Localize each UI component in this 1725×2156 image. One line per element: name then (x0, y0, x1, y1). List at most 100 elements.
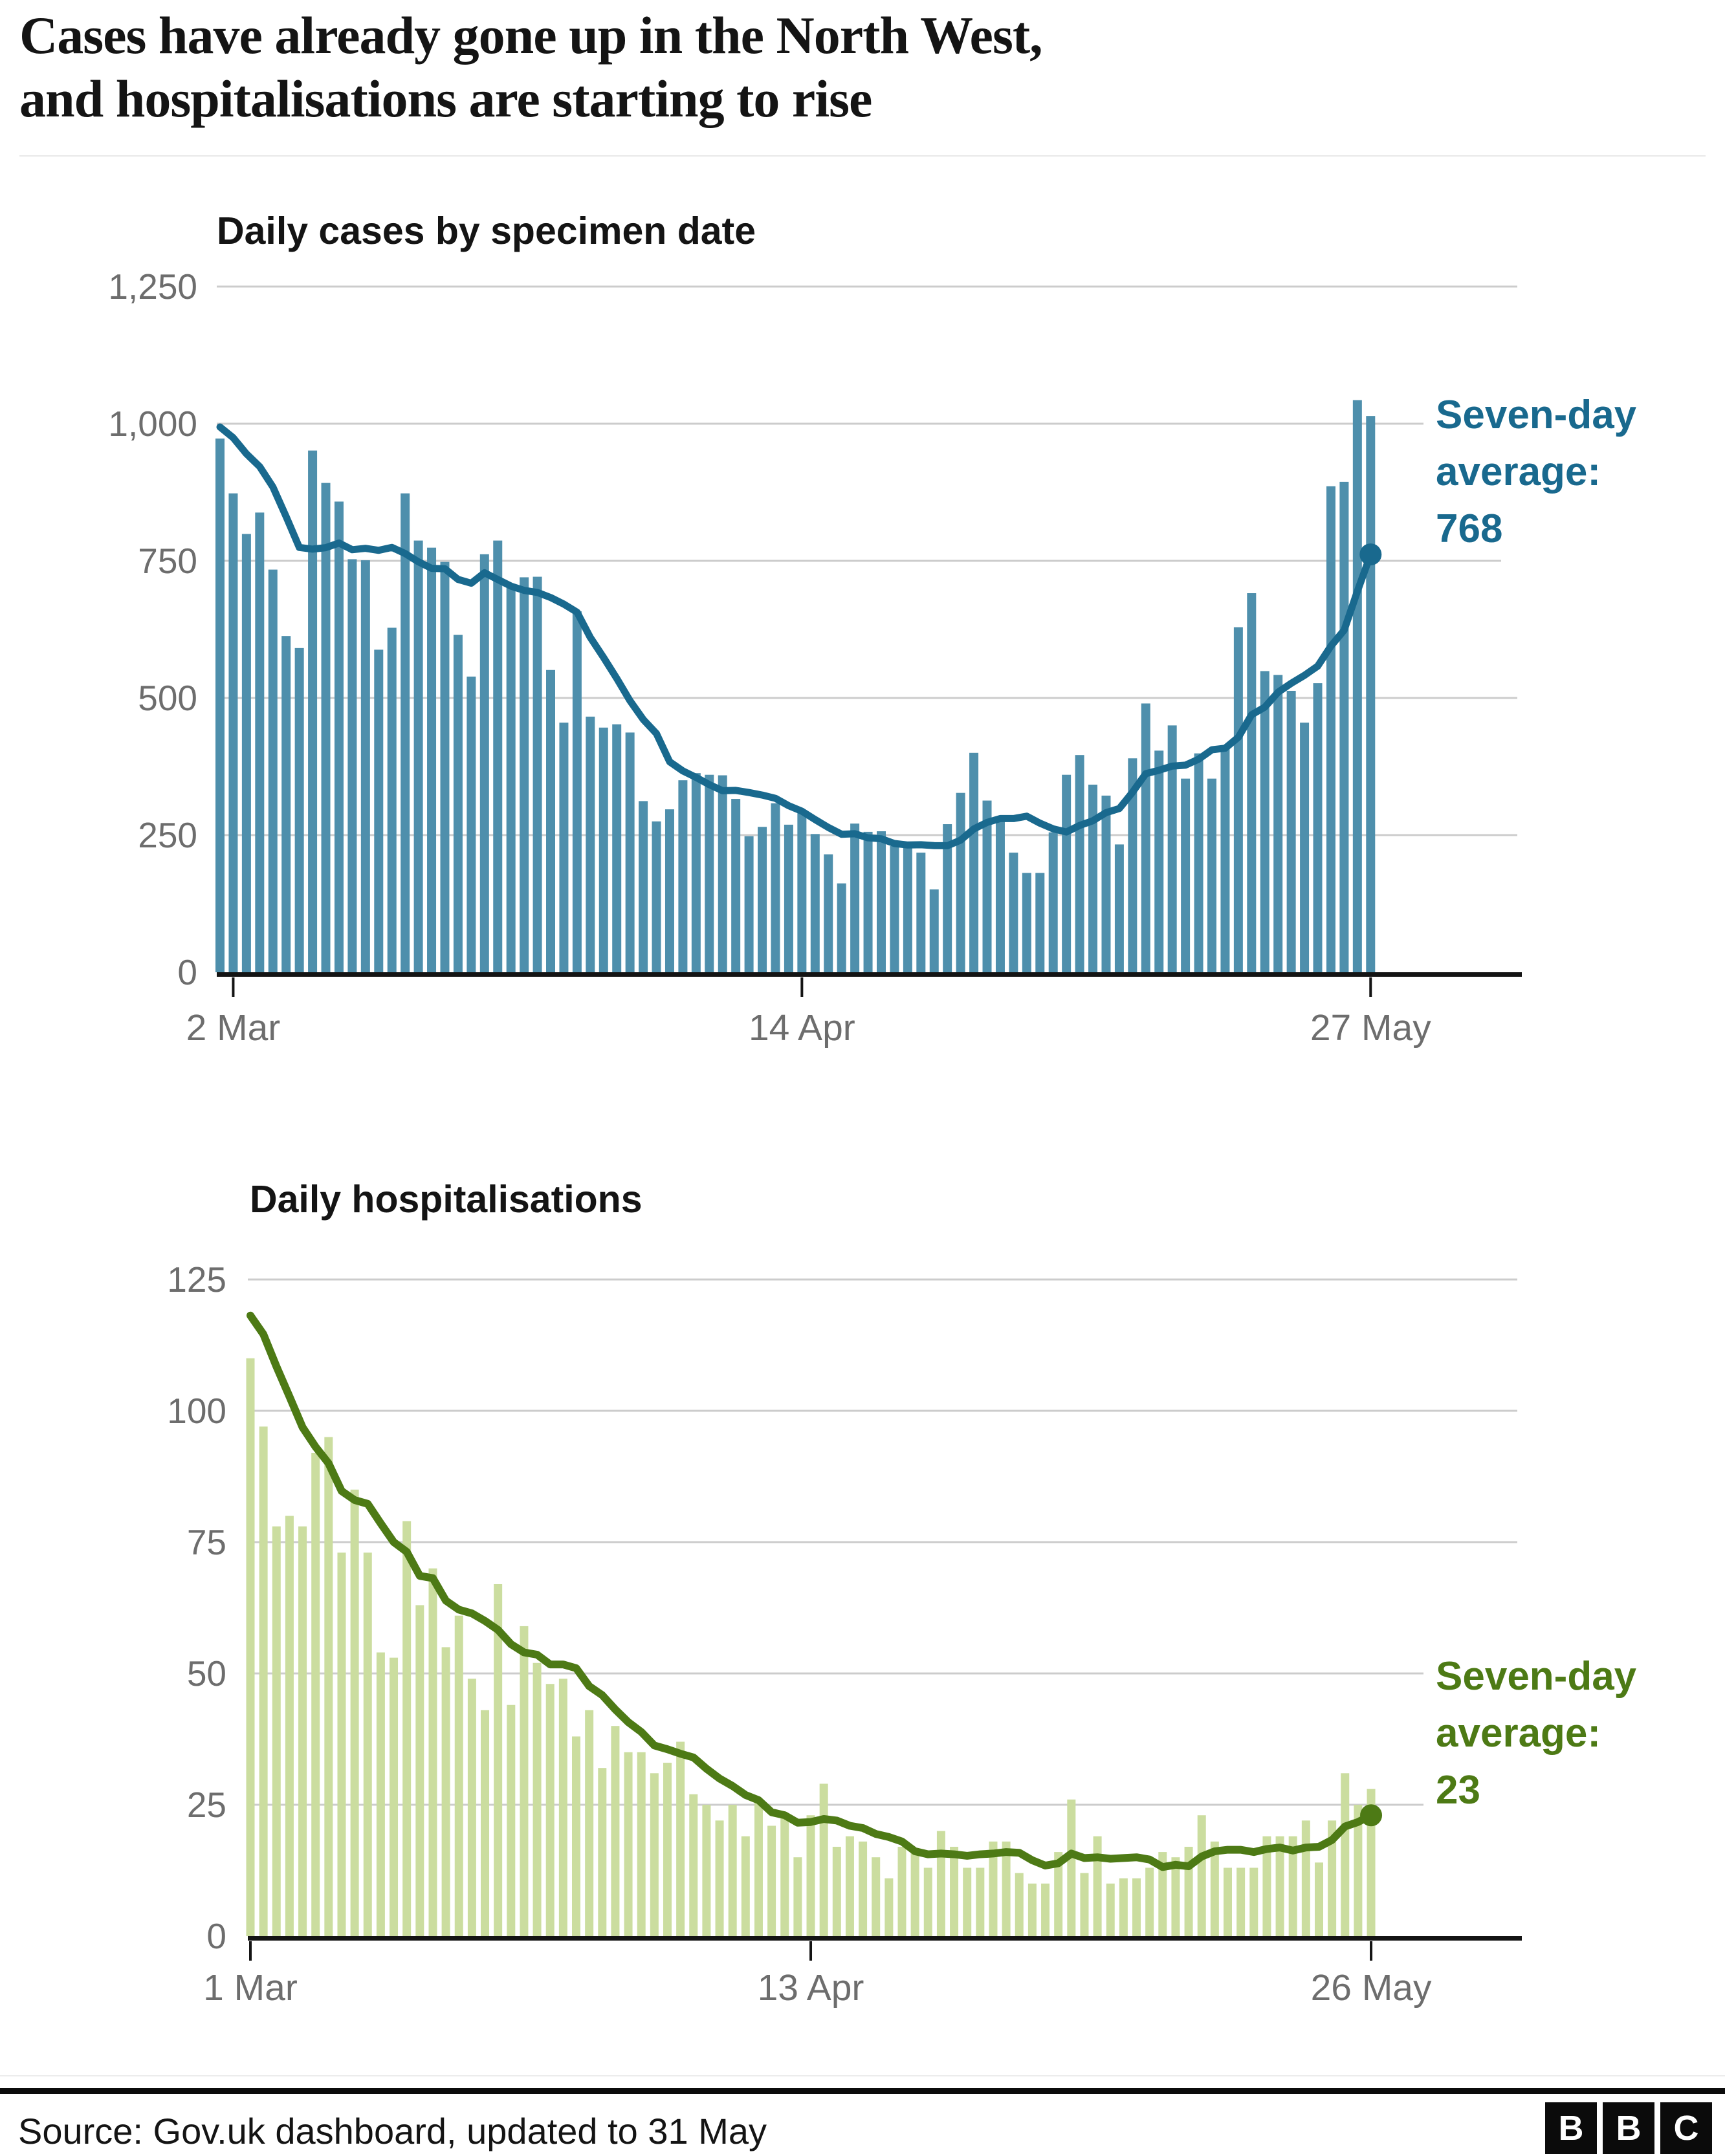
daily-bar (771, 803, 780, 972)
y-axis-label: 75 (187, 1522, 226, 1562)
daily-bar (1101, 795, 1111, 972)
daily-bar (1262, 1836, 1271, 1936)
daily-bar (441, 1647, 450, 1936)
daily-bar (1288, 1836, 1297, 1936)
daily-bar (1035, 873, 1045, 972)
daily-bar (741, 1836, 750, 1936)
daily-bar (877, 831, 886, 972)
daily-bar (982, 800, 992, 972)
daily-bar (780, 1815, 789, 1936)
daily-bar (1080, 1873, 1089, 1936)
daily-bar (611, 1726, 620, 1936)
y-axis-label: 500 (138, 678, 197, 718)
daily-bar (347, 559, 357, 972)
daily-bar (507, 1704, 516, 1936)
x-axis-label: 26 May (1311, 1967, 1432, 2009)
daily-bar (1354, 1805, 1363, 1936)
daily-bar (268, 569, 278, 972)
daily-bar (612, 724, 622, 972)
x-axis-label: 27 May (1310, 1007, 1431, 1049)
daily-bar (639, 801, 648, 972)
daily-bar (481, 1710, 490, 1936)
y-axis-label: 50 (187, 1653, 226, 1693)
daily-bar (1207, 778, 1216, 972)
page-title-line1: Cases have already gone up in the North … (19, 6, 1043, 65)
daily-bar (545, 1684, 555, 1936)
daily-bar (350, 1489, 359, 1936)
daily-bar (493, 540, 503, 972)
daily-bar (793, 1857, 802, 1936)
daily-bar (1273, 675, 1283, 972)
daily-bar (1128, 758, 1137, 972)
daily-bar (546, 670, 555, 972)
daily-bar (652, 821, 661, 972)
page-title: Cases have already gone up in the North … (19, 4, 1702, 131)
daily-bar (1088, 784, 1098, 972)
daily-bar (1197, 1815, 1206, 1936)
daily-bar (929, 889, 939, 972)
daily-bar (1075, 755, 1084, 972)
daily-bar (298, 1526, 307, 1936)
footer-hairline (0, 2075, 1725, 2076)
daily-bar (1275, 1836, 1284, 1936)
daily-bar (494, 1584, 503, 1936)
x-axis (248, 1936, 1522, 1941)
daily-bar (863, 831, 873, 972)
daily-bar (1236, 1867, 1246, 1936)
daily-bar (1093, 1836, 1102, 1936)
daily-bar (1048, 832, 1058, 972)
daily-bar (1326, 486, 1335, 972)
daily-bar (897, 1846, 906, 1936)
daily-bar (731, 799, 741, 972)
daily-bar (1132, 1878, 1141, 1936)
daily-bar (1114, 844, 1124, 972)
seven-day-average-line (216, 423, 1374, 849)
daily-bar (1286, 690, 1296, 972)
daily-bar (1247, 593, 1257, 972)
daily-bar (1249, 1867, 1258, 1936)
daily-bar (337, 1552, 346, 1936)
daily-bar (943, 824, 952, 972)
x-axis-label: 14 Apr (749, 1007, 855, 1049)
y-axis-label: 250 (138, 815, 197, 855)
daily-bar (910, 1852, 919, 1936)
daily-bar (758, 827, 767, 972)
daily-bar (784, 824, 793, 972)
daily-bar (1009, 853, 1018, 972)
daily-bar (1054, 1852, 1063, 1936)
daily-bar (454, 1615, 463, 1936)
daily-bar (650, 1773, 659, 1936)
daily-bar (884, 1878, 894, 1936)
daily-bar (718, 775, 727, 972)
daily-bar (246, 1358, 255, 1936)
daily-bar (1041, 1883, 1050, 1936)
x-axis-label: 2 Mar (186, 1007, 281, 1049)
daily-bar (1015, 1873, 1024, 1936)
daily-bar (427, 547, 437, 972)
daily-bar (572, 1736, 580, 1936)
daily-bar (969, 752, 979, 972)
daily-bar (923, 1867, 932, 1936)
daily-bar (1119, 1878, 1128, 1936)
daily-bar (1002, 1841, 1011, 1936)
latest-average-dot (1359, 543, 1382, 566)
daily-bar (533, 576, 542, 972)
daily-bar (1022, 873, 1031, 972)
daily-bar (691, 773, 701, 972)
daily-bar (989, 1841, 998, 1936)
daily-bar (311, 1452, 320, 1936)
daily-bar (872, 1857, 881, 1936)
daily-bar (255, 512, 265, 972)
daily-bar (754, 1799, 763, 1936)
y-axis-label: 1,250 (108, 267, 197, 307)
daily-bar (819, 1783, 828, 1936)
daily-bar (376, 1652, 385, 1936)
daily-bar (797, 813, 807, 972)
daily-bar (1339, 481, 1349, 972)
chart1-subtitle: Daily cases by specimen date (217, 210, 756, 252)
bbc-logo-block: B (1545, 2102, 1597, 2154)
daily-bar (402, 1521, 412, 1936)
daily-bar (1194, 753, 1203, 972)
daily-bar (334, 501, 344, 972)
